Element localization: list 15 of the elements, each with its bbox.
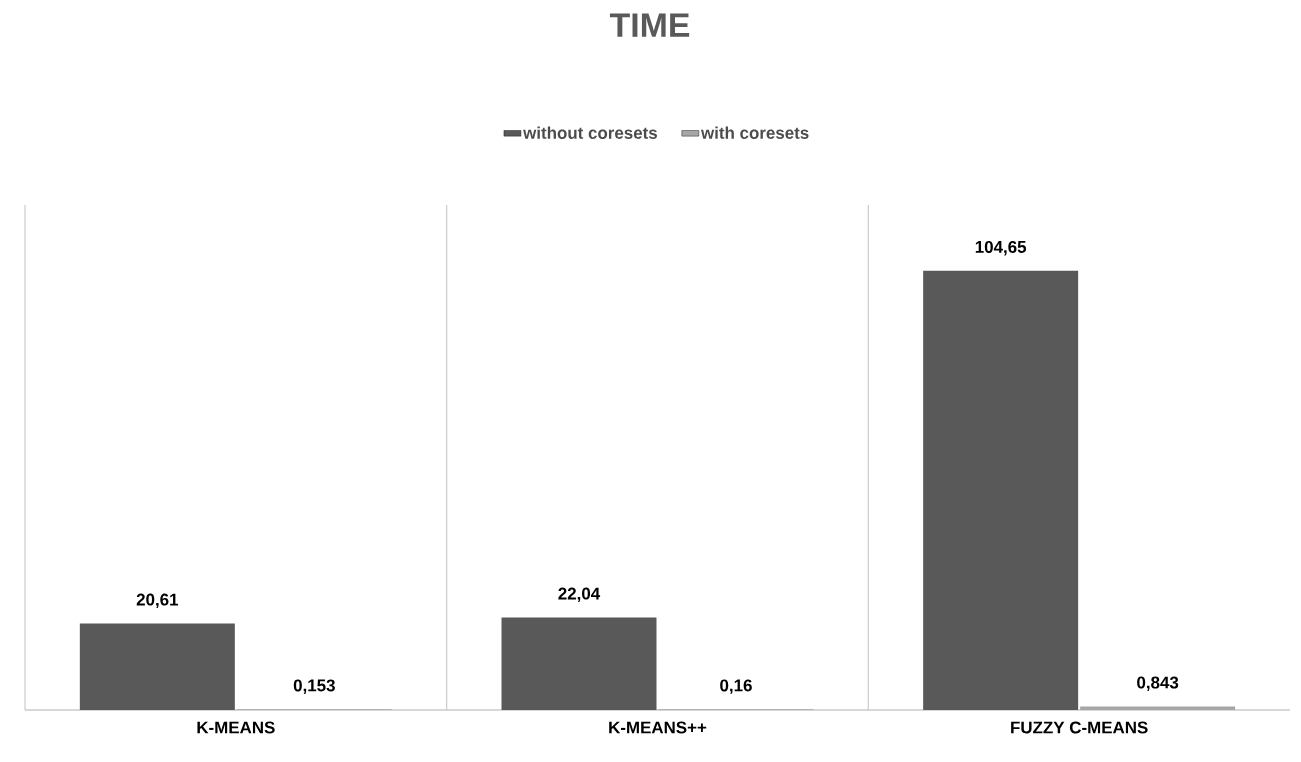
data-label: 20,61 — [136, 593, 179, 609]
x-tick-label: K-MEANS — [197, 721, 275, 734]
legend-label: without coresets — [523, 126, 657, 139]
data-label: 0,16 — [720, 679, 752, 694]
x-tick-label: K-MEANS++ — [609, 721, 707, 734]
data-label: 0,843 — [1137, 676, 1179, 691]
data-label: 104,65 — [975, 240, 1027, 256]
bar — [79, 623, 235, 710]
x-tick-label: FUZZY C-MEANS — [1011, 721, 1148, 734]
bar — [501, 617, 657, 710]
data-label: 22,04 — [558, 587, 601, 603]
bar — [923, 270, 1079, 710]
legend-label: with coresets — [700, 126, 809, 139]
data-label: 0,153 — [293, 679, 335, 694]
chart-title: TIME — [609, 13, 690, 37]
